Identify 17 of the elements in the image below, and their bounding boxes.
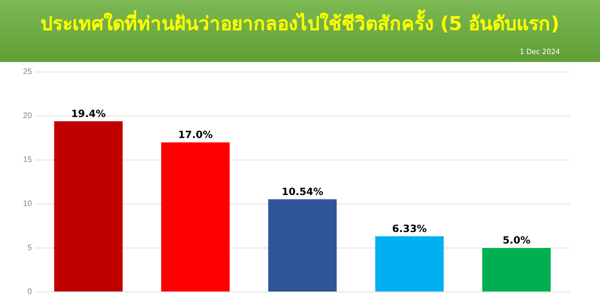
- y-tick-label: 5: [27, 243, 32, 252]
- data-label: 19.4%: [71, 108, 106, 120]
- y-tick-label: 20: [22, 111, 32, 120]
- bar: [54, 121, 123, 292]
- bar: [482, 248, 551, 292]
- y-tick-label: 0: [27, 287, 32, 296]
- data-label: 6.33%: [392, 224, 427, 235]
- bar: [268, 199, 337, 292]
- y-tick-label: 15: [22, 155, 32, 164]
- data-label: 10.54%: [282, 186, 324, 198]
- y-tick-label: 25: [22, 67, 32, 76]
- chart-title: ประเทศใดที่ท่านฝันว่าอยากลองไปใช้ชีวิตสักครั้ง (5 อันดับแรก): [40, 8, 560, 37]
- bar: [375, 236, 444, 292]
- data-label: 17.0%: [178, 130, 213, 141]
- y-tick-label: 10: [22, 199, 32, 208]
- data-label: 5.0%: [502, 236, 530, 247]
- bar: [161, 142, 230, 292]
